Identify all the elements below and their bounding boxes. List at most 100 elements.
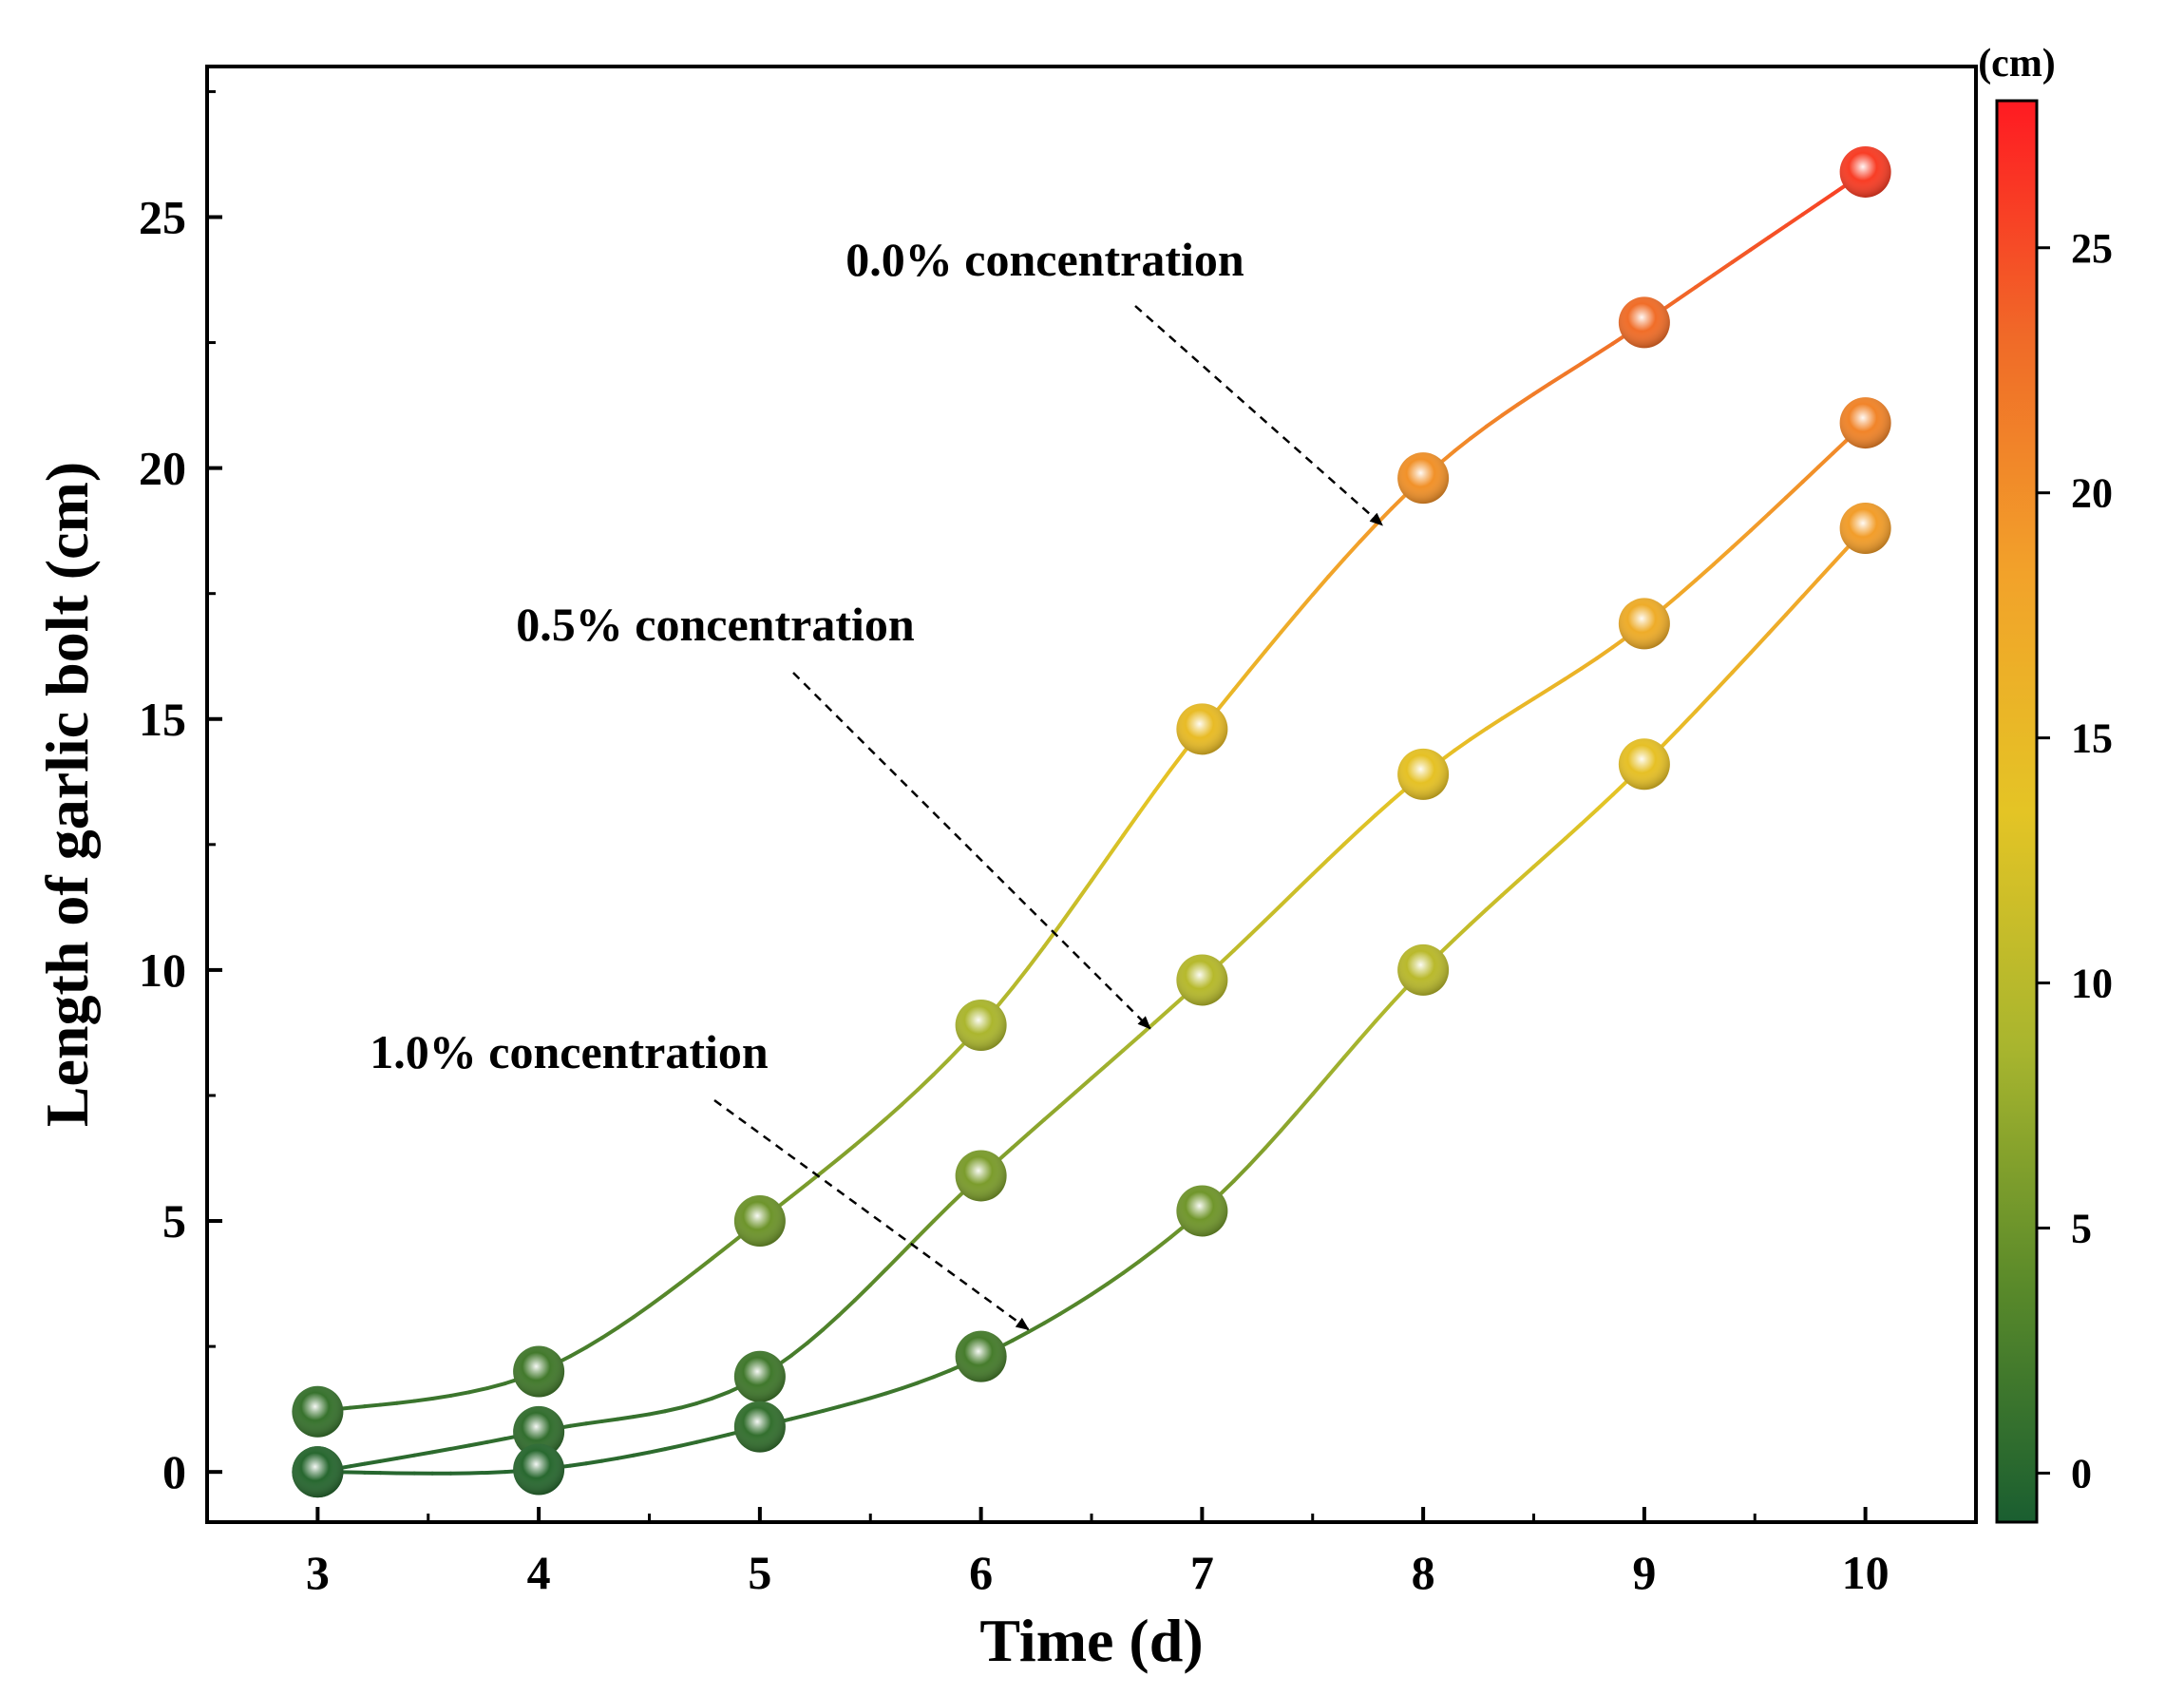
data-point-shade [1397,452,1450,505]
series-line-segment [1548,372,1567,386]
data-point-shade [955,1150,1007,1202]
series-line-segment [631,1412,652,1420]
series-line-segment [1121,1034,1141,1053]
series-line-segment [1693,690,1717,714]
series-2 [292,503,1891,1498]
series-line-segment [1563,666,1584,681]
series-line-segment [1730,651,1753,675]
series-1 [292,397,1891,1498]
series-line-segment [837,1143,857,1161]
series-line-segment [852,1396,873,1405]
series-line-segment [1231,1163,1252,1184]
series-line-segment [1531,686,1552,701]
colorbar-tick-label: 20 [2071,470,2113,517]
data-point-shade [733,1195,786,1248]
series-line-segment [1469,424,1489,441]
series-line-segment [821,1313,841,1332]
series-line-segment [1730,247,1753,264]
series-line-segment [789,1181,809,1199]
series-line-segment [599,1417,620,1423]
series-line-segment [1247,918,1267,938]
series-line-segment [916,1375,936,1385]
series-line-segment [412,1450,435,1458]
series-line-segment [931,1057,952,1077]
series-line-segment [1595,645,1615,660]
data-point-shade [513,1443,565,1496]
data-point-shade [292,1446,344,1498]
series-line-segment [1279,1110,1300,1133]
series-line-segment [916,1073,936,1092]
annotation-arrow [792,672,1151,1030]
data-point-shade [955,1330,1007,1382]
series-line-segment [1136,1248,1157,1264]
series-line-segment [1374,1001,1394,1023]
series-line-segment [466,1386,490,1395]
series-line-segment [852,1130,873,1148]
series-line-segment [1531,381,1552,396]
series-line-segment [837,1401,857,1409]
series-line-segment [1436,937,1457,957]
series-line-segment [663,1443,683,1452]
series-line-segment [1090,1282,1110,1297]
series-line-segment [678,1401,699,1410]
series-line-segment [694,1396,714,1406]
series-line-segment [1073,1292,1093,1306]
series-line-segment [1515,696,1536,711]
series-line-segment [378,1456,399,1463]
series-line-segment [466,1470,490,1476]
series-line-segment [1730,528,1753,550]
series-line-segment [568,1461,588,1468]
series-line-segment [1057,901,1078,927]
series-line-segment [1026,944,1047,970]
data-point-shade [1839,145,1891,198]
series-line-segment [616,1415,636,1421]
x-tick-label: 10 [1842,1546,1890,1599]
data-point-shade [292,1385,344,1438]
x-tick-label: 7 [1190,1546,1214,1599]
series-line-segment [1342,827,1362,847]
data-point-shade [955,1000,1007,1052]
series-line-segment [1766,495,1789,516]
series-line-segment [821,1156,841,1173]
series-line-segment [1676,578,1698,599]
series-line-segment [1453,436,1472,453]
series-line-segment [430,1393,453,1401]
series-line-segment [1712,259,1735,277]
series-line-segment [694,1436,714,1444]
series-line-segment [1800,577,1821,599]
series-line-segment [647,1409,668,1417]
series-line-segment [466,1439,490,1448]
series-line-segment [852,1283,873,1303]
series-line-segment [1152,1006,1173,1025]
series-line-segment [1358,812,1378,831]
series-line-segment [1263,903,1283,923]
series-line-segment [1800,201,1821,217]
data-point-shade [1618,738,1670,791]
series-line-segment [883,1102,904,1121]
x-tick-label: 5 [748,1546,771,1599]
series-line-segment [1595,792,1615,812]
series-line-segment [647,1292,668,1308]
data-point-shade [1397,943,1450,996]
data-point-shade [1397,748,1450,800]
series-line-segment [1026,1321,1047,1334]
series-line-segment [1026,1117,1047,1136]
data-point-shade [1176,954,1228,1006]
series-line-segment [362,1402,383,1409]
series-line-segment [568,1345,588,1359]
series-line-segment [1831,183,1848,197]
series-line-segment [1563,361,1584,376]
series-line-segment [1610,777,1631,797]
colorbar: 0 5 10 15 20 25 [1995,99,2113,1524]
colorbar-tick-label: 5 [2071,1205,2092,1251]
series-line-segment [1469,907,1489,926]
annotation-label: 1.0% concentration [370,1025,769,1078]
series-line-segment [1105,1048,1126,1067]
series-line-segment [1548,676,1567,691]
series-line-segment [947,1040,967,1061]
series-line-segment [1748,235,1771,252]
series-line-segment [1748,631,1771,656]
series-line-segment [1484,893,1505,912]
series-line-segment [931,1203,952,1224]
